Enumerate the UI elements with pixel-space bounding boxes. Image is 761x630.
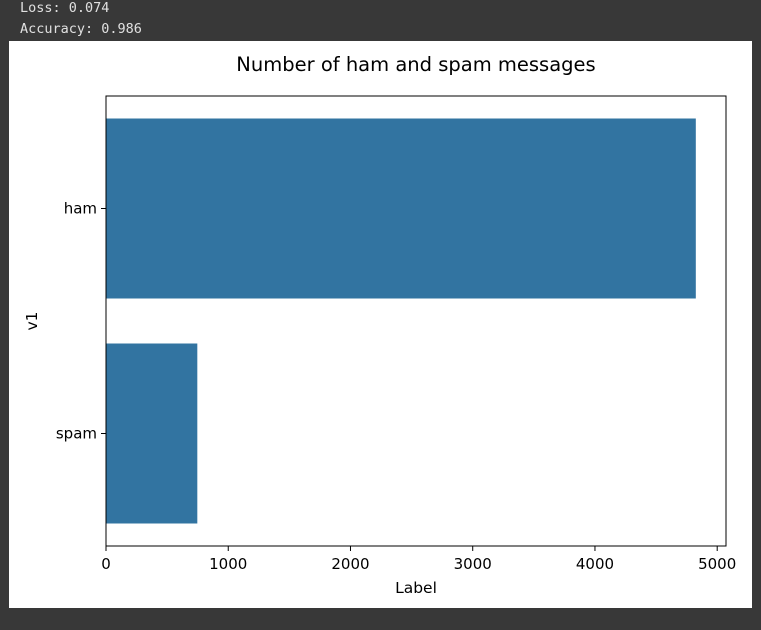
bars-layer bbox=[106, 118, 696, 524]
x-axis-label: Label bbox=[395, 579, 437, 597]
bar-chart: Number of ham and spam messages ham spam 0… bbox=[23, 53, 736, 597]
x-tick-label-0: 0 bbox=[101, 555, 111, 573]
bar-ham bbox=[106, 118, 696, 299]
chart-figure: Number of ham and spam messages ham spam 0… bbox=[9, 41, 752, 608]
axes-layer: ham spam 0 1000 2000 3000 4000 5000 bbox=[56, 200, 736, 574]
bar-spam bbox=[106, 343, 198, 524]
y-tick-label-spam: spam bbox=[56, 425, 97, 443]
chart-title: Number of ham and spam messages bbox=[236, 53, 595, 76]
x-tick-label-1000: 1000 bbox=[209, 555, 247, 573]
x-tick-label-2000: 2000 bbox=[331, 555, 369, 573]
accuracy-output: Accuracy: 0.986 bbox=[20, 21, 142, 37]
y-tick-label-ham: ham bbox=[64, 200, 97, 218]
x-tick-label-5000: 5000 bbox=[698, 555, 736, 573]
y-axis-label: v1 bbox=[23, 311, 41, 330]
plot-frame bbox=[105, 95, 727, 547]
x-tick-label-3000: 3000 bbox=[454, 555, 492, 573]
x-tick-label-4000: 4000 bbox=[576, 555, 614, 573]
loss-output: Loss: 0.074 bbox=[20, 0, 110, 16]
